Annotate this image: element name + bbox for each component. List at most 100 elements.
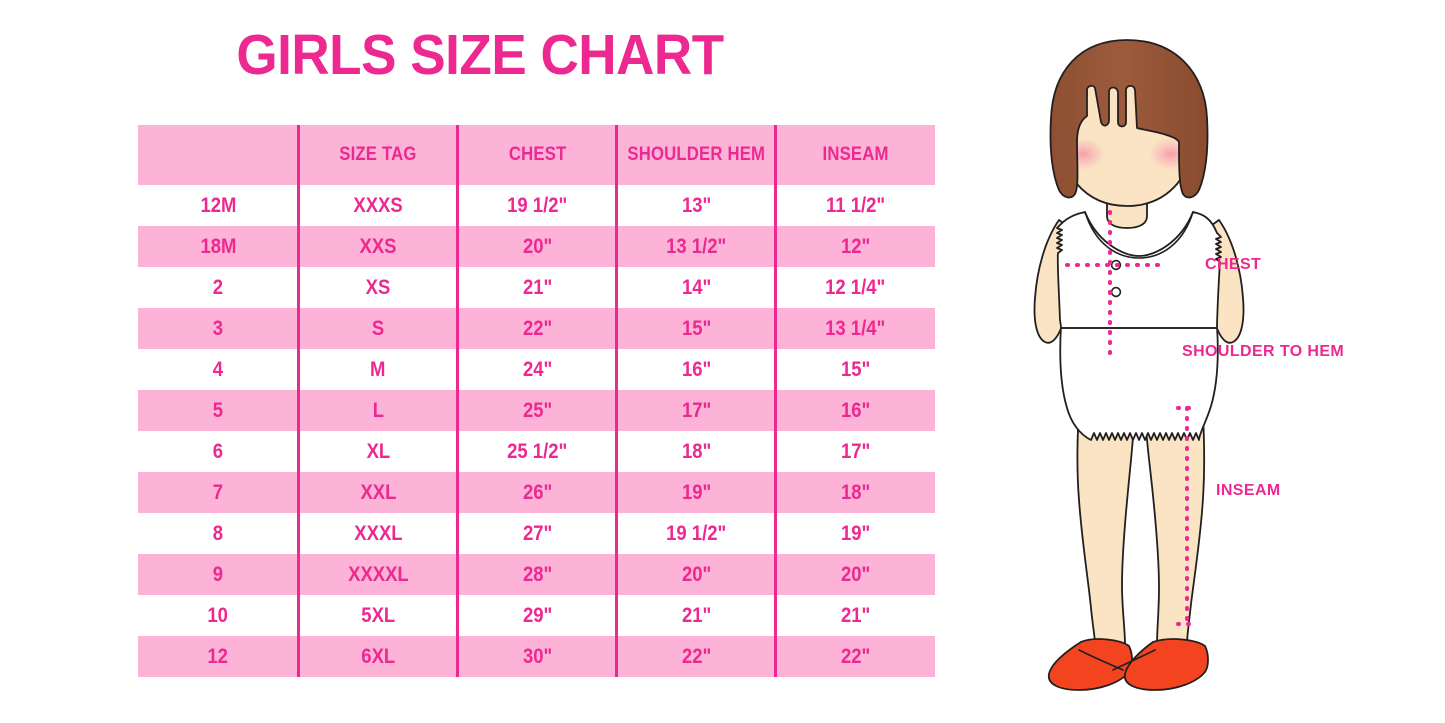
cell-shoulder-hem: 16"	[617, 349, 776, 390]
top-bodice	[1056, 211, 1222, 329]
table-row: 9 XXXXL 28" 20" 20"	[138, 554, 935, 595]
table-row: 12M XXXS 19 1/2" 13" 11 1/2"	[138, 185, 935, 226]
cell-size-tag: XXXXL	[298, 554, 458, 595]
shoulder-to-hem-measurement-label: SHOULDER TO HEM	[1182, 343, 1345, 360]
skirt	[1059, 325, 1219, 441]
size-chart-table: SIZE TAG CHEST SHOULDER HEM INSEAM 12M XX…	[138, 125, 935, 677]
cell-size: 7	[138, 472, 298, 513]
table-row: 3 S 22" 15" 13 1/4"	[138, 308, 935, 349]
cell-size-tag: S	[298, 308, 458, 349]
cell-chest: 29"	[458, 595, 617, 636]
table-body: 12M XXXS 19 1/2" 13" 11 1/2" 18M XXS 20" 13 1/2"…	[138, 185, 935, 677]
table-row: 6 XL 25 1/2" 18" 17"	[138, 431, 935, 472]
cell-chest: 30"	[458, 636, 617, 677]
table-header: SIZE TAG CHEST SHOULDER HEM INSEAM	[138, 125, 935, 185]
cell-inseam: 15"	[776, 349, 935, 390]
cell-size: 18M	[138, 226, 298, 267]
column-header-shoulder-hem: SHOULDER HEM	[617, 125, 776, 185]
left-shoe-strap	[1078, 649, 1124, 671]
cell-size-tag: XXS	[298, 226, 458, 267]
page-title: GIRLS SIZE CHART	[236, 23, 724, 87]
cell-size: 10	[138, 595, 298, 636]
girl-figure-illustration	[975, 30, 1445, 700]
cell-size-tag: XXL	[298, 472, 458, 513]
cell-size-tag: 6XL	[298, 636, 458, 677]
inseam-measurement-label: INSEAM	[1216, 482, 1281, 499]
cell-chest: 25 1/2"	[458, 431, 617, 472]
cell-shoulder-hem: 17"	[617, 390, 776, 431]
cell-size-tag: M	[298, 349, 458, 390]
cell-size-tag: XXXL	[298, 513, 458, 554]
cell-chest: 27"	[458, 513, 617, 554]
cell-size-tag: XS	[298, 267, 458, 308]
cell-chest: 22"	[458, 308, 617, 349]
column-divider-1	[297, 125, 300, 677]
cell-shoulder-hem: 19 1/2"	[617, 513, 776, 554]
cell-size: 12M	[138, 185, 298, 226]
cell-inseam: 19"	[776, 513, 935, 554]
cell-inseam: 11 1/2"	[776, 185, 935, 226]
measurement-guides	[1065, 210, 1199, 626]
cell-inseam: 21"	[776, 595, 935, 636]
table-row: 5 L 25" 17" 16"	[138, 390, 935, 431]
cell-inseam: 18"	[776, 472, 935, 513]
column-header-inseam: INSEAM	[776, 125, 935, 185]
cell-shoulder-hem: 20"	[617, 554, 776, 595]
right-shoe	[1123, 638, 1209, 691]
cell-inseam: 12 1/4"	[776, 267, 935, 308]
hair	[1049, 39, 1209, 199]
table-row: 7 XXL 26" 19" 18"	[138, 472, 935, 513]
table-row: 8 XXXL 27" 19 1/2" 19"	[138, 513, 935, 554]
cell-inseam: 20"	[776, 554, 935, 595]
cell-size-tag: XXXS	[298, 185, 458, 226]
column-divider-3	[615, 125, 618, 677]
cell-shoulder-hem: 19"	[617, 472, 776, 513]
cell-shoulder-hem: 22"	[617, 636, 776, 677]
cell-inseam: 13 1/4"	[776, 308, 935, 349]
table-header-row: SIZE TAG CHEST SHOULDER HEM INSEAM	[138, 125, 935, 185]
cell-shoulder-hem: 13"	[617, 185, 776, 226]
cell-size: 3	[138, 308, 298, 349]
column-divider-2	[456, 125, 459, 677]
column-header-size-tag: SIZE TAG	[298, 125, 458, 185]
cell-size: 4	[138, 349, 298, 390]
column-header-size	[138, 125, 298, 185]
table-row: 4 M 24" 16" 15"	[138, 349, 935, 390]
cell-chest: 25"	[458, 390, 617, 431]
button-lower	[1110, 286, 1122, 298]
cell-size: 8	[138, 513, 298, 554]
cell-shoulder-hem: 14"	[617, 267, 776, 308]
cell-size: 2	[138, 267, 298, 308]
column-divider-4	[774, 125, 777, 677]
cell-chest: 28"	[458, 554, 617, 595]
cell-size: 9	[138, 554, 298, 595]
cell-chest: 24"	[458, 349, 617, 390]
cell-shoulder-hem: 21"	[617, 595, 776, 636]
cell-inseam: 16"	[776, 390, 935, 431]
column-header-chest: CHEST	[458, 125, 617, 185]
cell-inseam: 17"	[776, 431, 935, 472]
right-shoe-strap	[1112, 649, 1156, 671]
cell-inseam: 22"	[776, 636, 935, 677]
cell-shoulder-hem: 18"	[617, 431, 776, 472]
cell-size-tag: 5XL	[298, 595, 458, 636]
table-row: 10 5XL 29" 21" 21"	[138, 595, 935, 636]
cell-size: 6	[138, 431, 298, 472]
cell-shoulder-hem: 15"	[617, 308, 776, 349]
left-shoe	[1047, 638, 1133, 691]
cell-size: 5	[138, 390, 298, 431]
table-row: 2 XS 21" 14" 12 1/4"	[138, 267, 935, 308]
cell-inseam: 12"	[776, 226, 935, 267]
cell-size-tag: L	[298, 390, 458, 431]
cell-chest: 21"	[458, 267, 617, 308]
chest-measurement-label: CHEST	[1205, 256, 1262, 273]
cell-chest: 19 1/2"	[458, 185, 617, 226]
cell-size-tag: XL	[298, 431, 458, 472]
figure-body	[1033, 39, 1245, 691]
cell-chest: 20"	[458, 226, 617, 267]
cell-size: 12	[138, 636, 298, 677]
table-row: 12 6XL 30" 22" 22"	[138, 636, 935, 677]
table-row: 18M XXS 20" 13 1/2" 12"	[138, 226, 935, 267]
top-neckline	[1084, 211, 1194, 259]
cell-shoulder-hem: 13 1/2"	[617, 226, 776, 267]
